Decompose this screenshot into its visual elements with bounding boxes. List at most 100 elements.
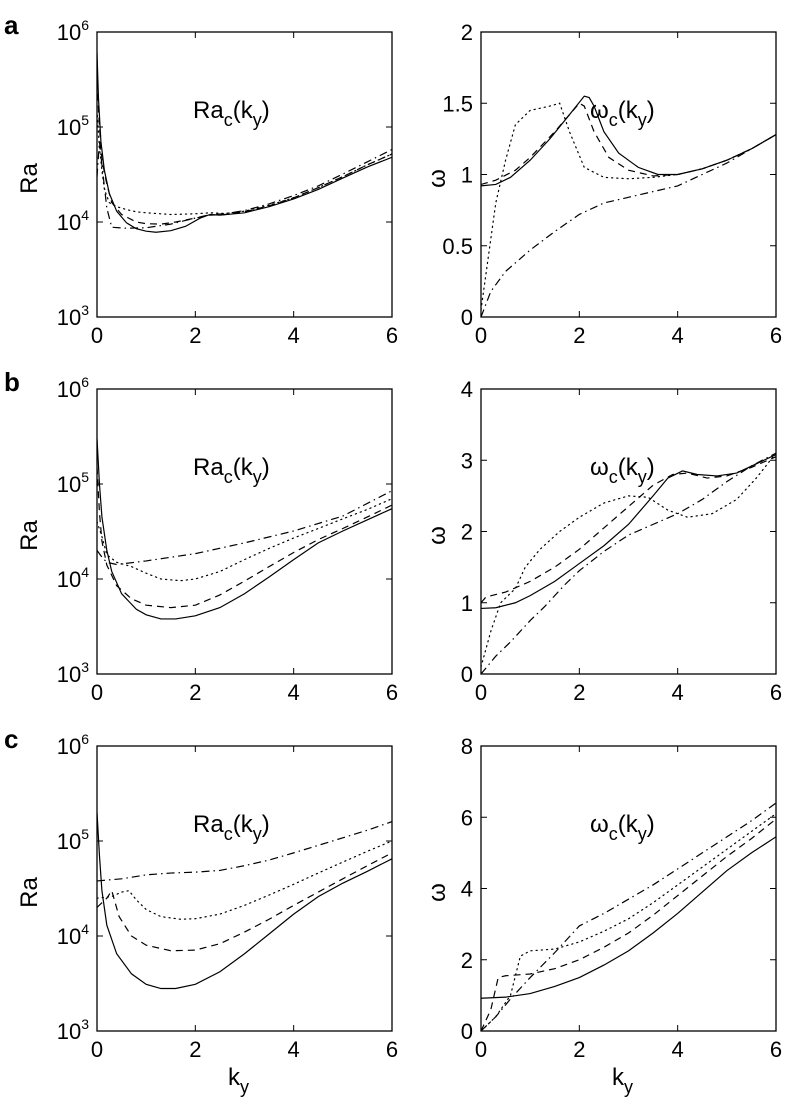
plot-frame xyxy=(480,31,777,318)
curve-annotation: ωc(ky) xyxy=(590,97,655,130)
series-group xyxy=(481,802,776,1031)
y-tick-label: 6 xyxy=(461,805,473,830)
x-tick-label: 0 xyxy=(91,1037,103,1062)
y-tick-label: 0 xyxy=(461,662,473,687)
series-line-solid xyxy=(97,438,392,620)
x-tick-label: 2 xyxy=(573,1037,585,1062)
series-line-dashdot xyxy=(97,141,392,229)
x-tick-label: 4 xyxy=(672,323,684,348)
panel-b-right: 0 2 4 6 0 1 2 3 4 ω ωc(ky) xyxy=(424,377,782,705)
x-tick-label: 4 xyxy=(672,1037,684,1062)
x-tick-label: 0 xyxy=(475,323,487,348)
x-tick-label: 6 xyxy=(770,680,782,705)
series-group xyxy=(97,438,392,620)
y-tick-label: 104 xyxy=(57,564,89,592)
x-tick-label: 6 xyxy=(386,1037,398,1062)
y-tick-label: 103 xyxy=(57,1016,89,1044)
x-tick-label: 0 xyxy=(475,680,487,705)
y-tick-label: 1.5 xyxy=(442,91,473,116)
curve-annotation: ωc(ky) xyxy=(590,454,655,487)
curve-annotation: Rac(ky) xyxy=(193,811,270,844)
curve-annotation: Rac(ky) xyxy=(193,97,270,130)
y-tick-label: 103 xyxy=(57,659,89,687)
x-tick-label: 6 xyxy=(386,680,398,705)
y-tick-label: 104 xyxy=(57,921,89,949)
x-tick-label: 2 xyxy=(189,1037,201,1062)
panel-a-left: 0 2 4 6 103 104 105 106 Ra Rac(ky) xyxy=(16,17,398,348)
plot-frame xyxy=(480,745,777,1032)
series-line-solid xyxy=(481,836,776,999)
row-letter-b: b xyxy=(4,367,20,397)
series-line-dotted xyxy=(481,452,776,668)
y-axis-label: ω xyxy=(424,883,451,902)
x-tick-label: 0 xyxy=(475,1037,487,1062)
x-tick-label: 2 xyxy=(573,680,585,705)
panel-a-right: 0 2 4 6 0 0.5 1 1.5 2 ω ωc(ky) xyxy=(424,20,782,348)
x-tick-label: 6 xyxy=(770,323,782,348)
y-tick-label: 2 xyxy=(461,948,473,973)
y-tick-label: 104 xyxy=(57,207,89,235)
y-tick-label: 106 xyxy=(57,374,89,402)
x-tick-label: 4 xyxy=(288,1037,300,1062)
series-group xyxy=(481,452,776,674)
x-tick-label: 4 xyxy=(288,323,300,348)
y-tick-label: 8 xyxy=(461,734,473,759)
y-tick-label: 105 xyxy=(57,469,89,497)
plot-frame xyxy=(96,745,393,1032)
y-tick-label: 1 xyxy=(461,591,473,616)
series-line-solid xyxy=(481,95,776,187)
x-tick-label: 2 xyxy=(573,323,585,348)
y-tick-label: 2 xyxy=(461,20,473,45)
row-letters: a b c xyxy=(4,10,20,754)
curve-annotation: ωc(ky) xyxy=(590,811,655,844)
y-tick-label: 103 xyxy=(57,302,89,330)
y-axis-label: ω xyxy=(424,169,451,188)
series-group xyxy=(97,53,392,233)
y-tick-label: 0 xyxy=(461,305,473,330)
series-line-dotted xyxy=(481,102,776,311)
x-tick-label: 6 xyxy=(770,1037,782,1062)
row-letter-c: c xyxy=(4,724,18,754)
y-tick-label: 106 xyxy=(57,731,89,759)
series-line-solid xyxy=(97,812,392,990)
plot-frame xyxy=(96,388,393,675)
panel-c-left: 0 2 4 6 103 104 105 106 Ra ky Rac(ky) xyxy=(16,731,398,1097)
series-line-solid xyxy=(481,454,776,610)
y-tick-label: 0.5 xyxy=(442,234,473,259)
y-axis-label: ω xyxy=(424,526,451,545)
series-line-dashed xyxy=(481,456,776,604)
y-axis-label: Ra xyxy=(16,163,43,194)
y-axis-label: Ra xyxy=(16,877,43,908)
x-tick-label: 0 xyxy=(91,680,103,705)
series-line-solid xyxy=(97,53,392,233)
x-tick-label: 4 xyxy=(672,680,684,705)
x-tick-label: 2 xyxy=(189,680,201,705)
series-line-dashdot xyxy=(97,490,392,566)
series-group xyxy=(481,95,776,317)
plot-frame xyxy=(480,388,777,675)
y-tick-label: 0 xyxy=(461,1019,473,1044)
series-line-dashed xyxy=(481,818,776,1031)
panel-b-left: 0 2 4 6 103 104 105 106 Ra Rac(ky) xyxy=(16,374,398,705)
row-letter-a: a xyxy=(4,10,19,40)
series-line-dashed xyxy=(97,467,392,609)
series-line-dashdot xyxy=(481,452,776,674)
x-axis-label: ky xyxy=(228,1064,249,1097)
series-line-dotted xyxy=(97,498,392,582)
series-line-dashed xyxy=(97,852,392,952)
series-line-dotted xyxy=(97,109,392,216)
y-tick-label: 3 xyxy=(461,448,473,473)
x-axis-label: ky xyxy=(612,1064,633,1097)
x-tick-label: 0 xyxy=(91,323,103,348)
plot-frame xyxy=(96,31,393,318)
y-axis-label: Ra xyxy=(16,520,43,551)
y-tick-label: 105 xyxy=(57,826,89,854)
y-tick-label: 105 xyxy=(57,112,89,140)
curve-annotation: Rac(ky) xyxy=(193,454,270,487)
x-tick-label: 2 xyxy=(189,323,201,348)
x-tick-label: 4 xyxy=(288,680,300,705)
y-tick-label: 1 xyxy=(461,163,473,188)
series-line-dashdot xyxy=(481,134,776,317)
series-line-dashed xyxy=(97,81,392,225)
